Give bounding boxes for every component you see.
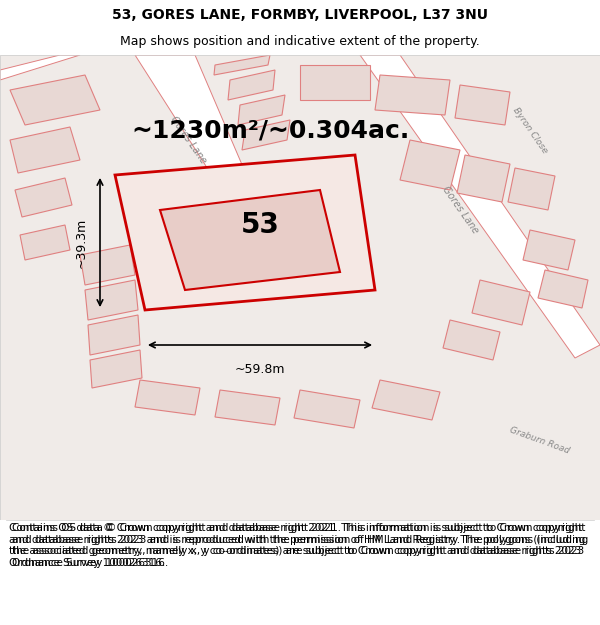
Polygon shape (538, 270, 588, 308)
Polygon shape (300, 65, 370, 100)
Polygon shape (523, 230, 575, 270)
Text: Gores Lane: Gores Lane (440, 184, 480, 236)
Polygon shape (472, 280, 530, 325)
Text: Contains OS data © Crown copyright and database right 2021. This information is : Contains OS data © Crown copyright and d… (9, 523, 585, 568)
Text: ~39.3m: ~39.3m (75, 217, 88, 268)
Polygon shape (160, 190, 340, 290)
Polygon shape (115, 155, 375, 310)
Polygon shape (135, 380, 200, 415)
Polygon shape (250, 230, 290, 288)
Polygon shape (88, 315, 140, 355)
Polygon shape (443, 320, 500, 360)
Polygon shape (508, 168, 555, 210)
Polygon shape (238, 95, 285, 125)
Text: 53, GORES LANE, FORMBY, LIVERPOOL, L37 3NU: 53, GORES LANE, FORMBY, LIVERPOOL, L37 3… (112, 8, 488, 22)
Polygon shape (457, 155, 510, 202)
Polygon shape (80, 245, 135, 285)
Polygon shape (455, 85, 510, 125)
Polygon shape (215, 390, 280, 425)
Polygon shape (135, 55, 270, 235)
Polygon shape (375, 75, 450, 115)
Polygon shape (15, 178, 72, 217)
Polygon shape (360, 55, 600, 358)
Polygon shape (90, 350, 142, 388)
Text: Graburn Road: Graburn Road (509, 425, 571, 455)
Text: 53: 53 (241, 211, 280, 239)
Polygon shape (294, 390, 360, 428)
Text: Gores Lane: Gores Lane (168, 114, 208, 166)
Text: ~59.8m: ~59.8m (235, 363, 285, 376)
Polygon shape (214, 55, 270, 75)
Polygon shape (242, 120, 290, 150)
Text: Map shows position and indicative extent of the property.: Map shows position and indicative extent… (120, 35, 480, 48)
Text: Byron Close: Byron Close (511, 106, 549, 154)
Polygon shape (372, 380, 440, 420)
Polygon shape (0, 55, 80, 80)
Polygon shape (85, 280, 138, 320)
Polygon shape (10, 127, 80, 173)
Text: Contains OS data © Crown copyright and database right 2021. This information is : Contains OS data © Crown copyright and d… (12, 523, 588, 568)
Text: ~1230m²/~0.304ac.: ~1230m²/~0.304ac. (131, 118, 409, 142)
Polygon shape (228, 70, 275, 100)
Polygon shape (20, 225, 70, 260)
Polygon shape (400, 140, 460, 190)
Polygon shape (10, 75, 100, 125)
